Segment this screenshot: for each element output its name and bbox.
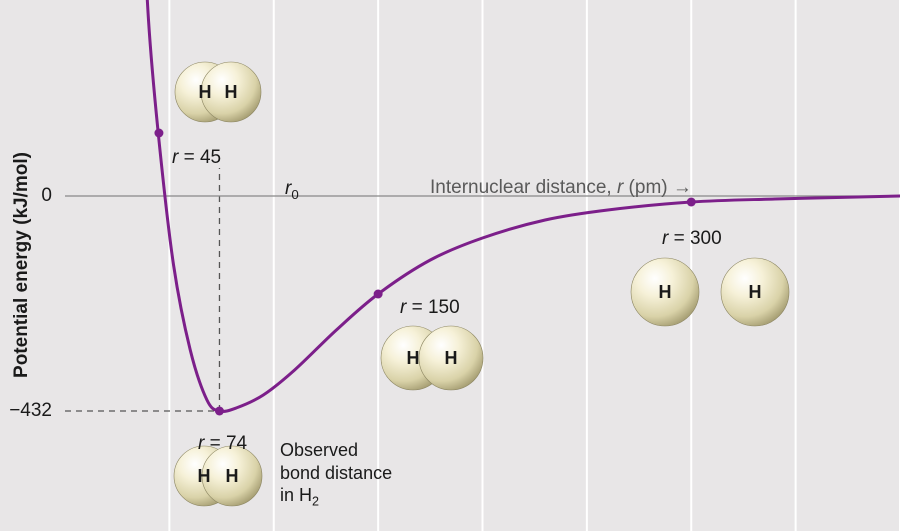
gridlines [169, 0, 900, 531]
x-axis-label: Internuclear distance, r (pm) → [430, 177, 692, 199]
svg-text:H: H [198, 466, 211, 486]
svg-text:H: H [749, 282, 762, 302]
svg-text:H: H [225, 82, 238, 102]
y-tick: 0 [41, 185, 52, 207]
data-point [374, 290, 383, 299]
svg-text:H: H [445, 348, 458, 368]
svg-text:H: H [407, 348, 420, 368]
chart-svg: HHHHHHHH [0, 0, 900, 531]
point-label: r = 300 [662, 228, 722, 250]
mol-150: HH [381, 326, 483, 390]
potential-curve [140, 0, 900, 411]
y-tick: −432 [9, 400, 52, 422]
r0-label: r0 [285, 178, 299, 202]
mol-300: HH [631, 258, 789, 326]
point-label: r = 45 [172, 147, 221, 169]
svg-text:H: H [199, 82, 212, 102]
svg-text:H: H [659, 282, 672, 302]
mol-74: HH [174, 446, 262, 506]
observed-bond-text: Observed bond distance in H2 [280, 439, 392, 510]
svg-text:H: H [226, 466, 239, 486]
y-axis-label: Potential energy (kJ/mol) [11, 152, 33, 378]
mol-45: HH [175, 62, 261, 122]
data-point [215, 407, 224, 416]
point-label: r = 150 [400, 297, 460, 319]
point-label: r = 74 [198, 433, 247, 455]
chart-container: HHHHHHHH Potential energy (kJ/mol) 0−432… [0, 0, 900, 531]
data-point [154, 129, 163, 138]
